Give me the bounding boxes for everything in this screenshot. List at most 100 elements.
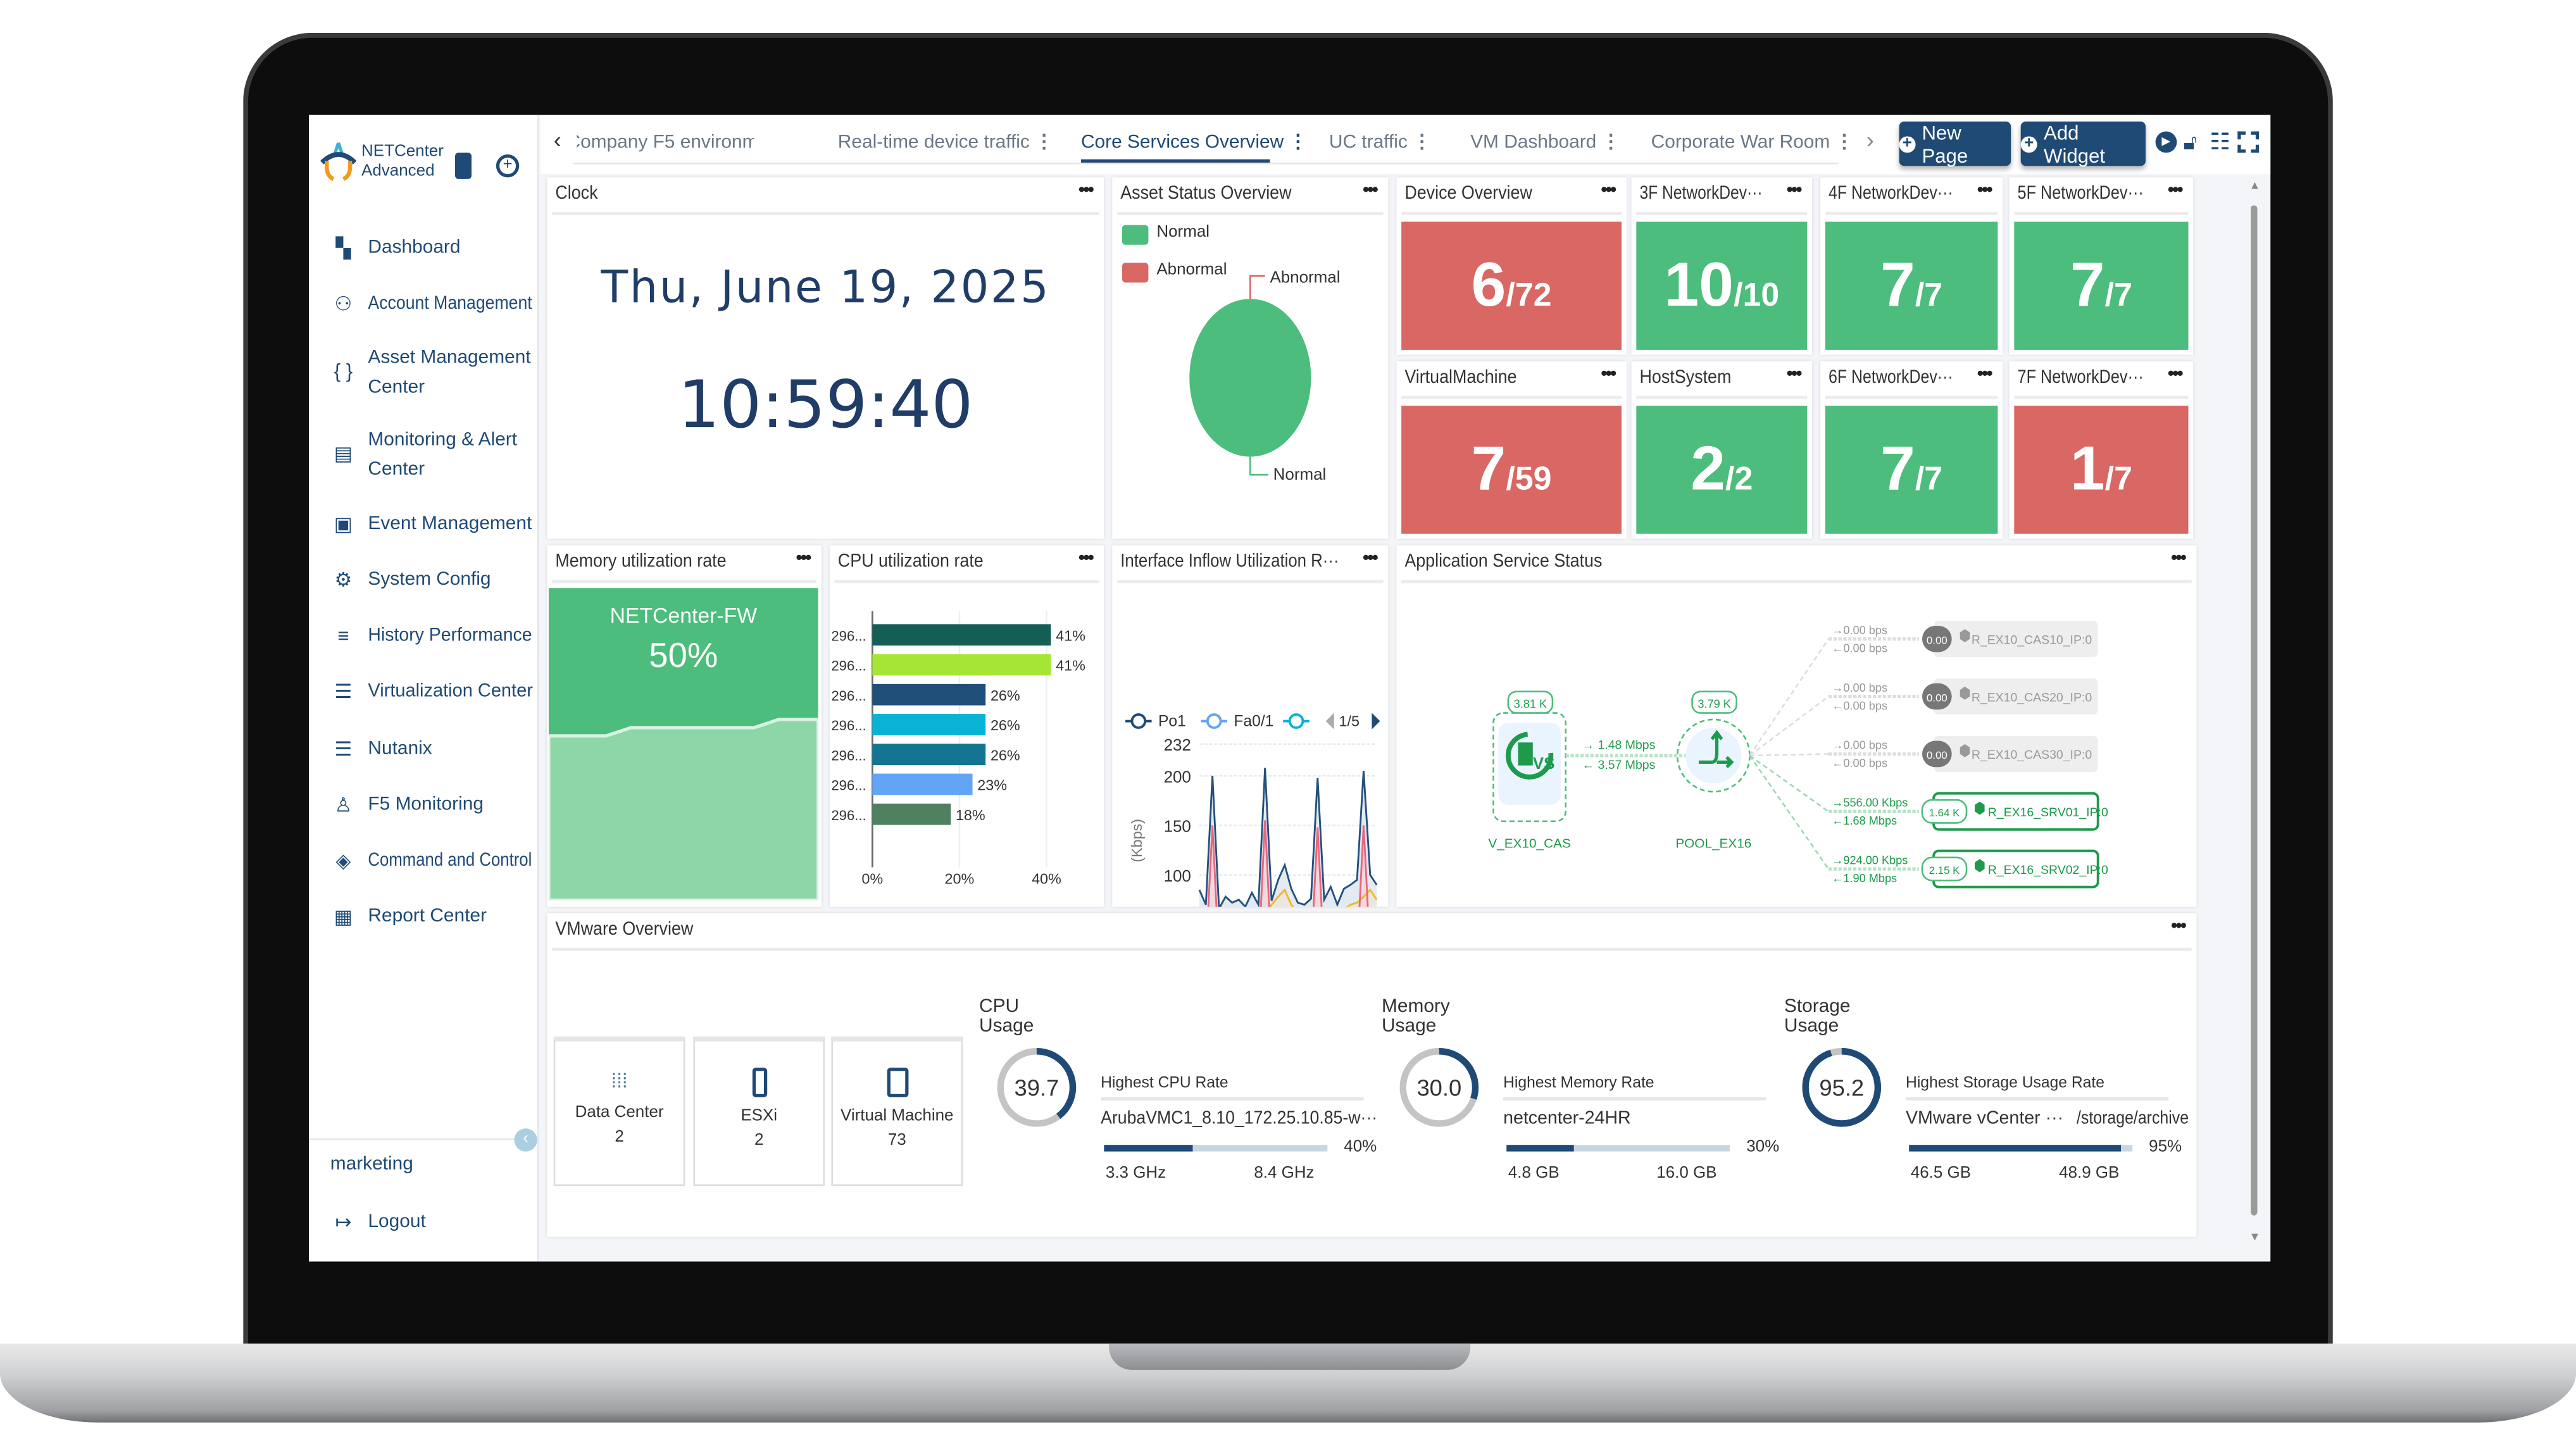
device-tile[interactable]: 4F NetworkDev··· ••• 7 /7 [1820, 177, 2003, 355]
device-tile[interactable]: 6F NetworkDev··· ••• 7 /7 [1820, 361, 2003, 539]
sidebar-item-event-management[interactable]: ▣ Event Management [332, 509, 535, 539]
usage-total: 16.0 GB [1656, 1164, 1717, 1183]
sidebar-item-virtualization-center[interactable]: ☰ Virtualization Center [332, 676, 535, 706]
vm-count-virtual-machine[interactable]: Virtual Machine 73 [831, 1036, 963, 1187]
tab-uc-traffic[interactable]: UC traffic ⋮ [1329, 133, 1432, 153]
pool-member[interactable]: →924.00 Kbps ←1.90 Mbps 2.15 K R_EX16_SRV02… [1749, 755, 2108, 888]
device-tile[interactable]: HostSystem ••• 2 /2 [1631, 361, 1813, 539]
device-tile[interactable]: Device Overview ••• 6 /72 [1396, 177, 1627, 355]
vm-count-datacenter[interactable]: ⁞⁞⁞ Data Center 2 [553, 1036, 685, 1187]
usage-heading: Highest Memory Rate [1503, 1075, 1766, 1101]
category-label: 296... [831, 747, 866, 763]
tab-corporate-war-room[interactable]: Corporate War Room ⋮ [1651, 133, 1854, 153]
widget-menu-button[interactable]: ••• [2167, 365, 2184, 385]
category-label: 296... [831, 807, 866, 823]
widget-menu-button[interactable]: ••• [796, 548, 811, 569]
sidebar-item-nutanix[interactable]: ☰ Nutanix [332, 734, 535, 764]
pool-member[interactable]: →0.00 bps ←0.00 bps 0.00 R_EX10_CAS30_IP:0 [1749, 735, 2098, 772]
tab-realtime-traffic[interactable]: Real-time device traffic ⋮ [837, 133, 1054, 153]
widget-menu-button[interactable]: ••• [2171, 548, 2187, 569]
widget-menu-button[interactable]: ••• [1977, 365, 1993, 385]
tabs-next-arrow[interactable]: › [1866, 126, 1874, 153]
legend-abnormal[interactable]: Abnormal [1156, 261, 1227, 280]
logout-button[interactable]: ↦ Logout [332, 1207, 535, 1237]
sidebar-item-report-center[interactable]: ▦ Report Center [332, 902, 535, 932]
user-gear-icon: ⚇ [334, 292, 353, 316]
globe-icon[interactable]: + [496, 154, 520, 178]
notification-icon[interactable] [455, 153, 472, 179]
legend-marker[interactable] [1288, 713, 1304, 729]
usage-section-title: Storage Usage [1784, 997, 1851, 1037]
widget-menu-button[interactable]: ••• [1362, 180, 1379, 201]
tile-count: 7 /7 [1825, 406, 1998, 534]
fullscreen-icon[interactable] [2237, 131, 2260, 153]
pool-node[interactable]: 3.79 K POOL_EX16 [1675, 690, 1751, 851]
widget-menu-button[interactable]: ••• [2167, 180, 2184, 201]
sidebar-item-command-and-control[interactable]: ◈ Command and Control [332, 846, 535, 876]
pool-member[interactable]: →0.00 bps ←0.00 bps 0.00 R_EX10_CAS10_IP:0 [1749, 621, 2098, 756]
add-widget-button[interactable]: + Add Widget [2020, 121, 2146, 166]
member-badge: 1.64 K [1929, 807, 1960, 819]
widget-menu-button[interactable]: ••• [1078, 548, 1094, 569]
sidebar-item-dashboard[interactable]: ▚ Dashboard [332, 234, 535, 263]
sidebar-item-asset-management[interactable]: { } Asset Management Center [332, 344, 535, 402]
scrollbar[interactable]: ▲ ▼ [2249, 180, 2261, 1259]
widget-menu-button[interactable]: ••• [1078, 180, 1094, 201]
category-label: 296... [831, 718, 866, 733]
member-in-rate: ←1.68 Mbps [1832, 814, 1897, 827]
legend-marker[interactable] [1130, 713, 1147, 729]
tile-total: /7 [2104, 277, 2132, 313]
bar [872, 773, 973, 795]
device-tile[interactable]: 7F NetworkDev··· ••• 1 /7 [2009, 361, 2194, 539]
tab-core-services[interactable]: Core Services Overview ⋮ [1080, 133, 1308, 153]
cube-icon [1960, 629, 1970, 642]
widget-menu-button[interactable]: ••• [1601, 180, 1616, 201]
play-icon[interactable]: ▶ [2155, 131, 2177, 153]
settings-sliders-icon[interactable]: ☷ [2210, 128, 2230, 154]
widget-menu-button[interactable]: ••• [1786, 365, 1803, 385]
widget-menu-button[interactable]: ••• [2171, 916, 2187, 937]
new-page-button[interactable]: + New Page [1899, 121, 2011, 166]
sidebar-item-history-performance[interactable]: ≡ History Performance [332, 621, 535, 651]
vs-node[interactable]: VS 3.81 K V_EX10_CAS [1488, 690, 1571, 851]
report-icon: ▦ [334, 905, 353, 928]
callout-abnormal [1249, 275, 1265, 299]
member-name: R_EX10_CAS20_IP:0 [1972, 690, 2092, 704]
lock-icon[interactable]: 🔓︎ [2183, 130, 2198, 154]
widget-title: Clock [555, 184, 598, 204]
tab-vm-dashboard[interactable]: VM Dashboard ⋮ [1470, 133, 1620, 153]
pool-member[interactable]: →0.00 bps ←0.00 bps 0.00 R_EX10_CAS20_IP:0 [1749, 678, 2098, 757]
tabs-prev-arrow[interactable]: ‹ [553, 126, 561, 153]
pool-member[interactable]: →556.00 Kbps ←1.68 Mbps 1.64 K R_EX16_SRV01… [1749, 754, 2108, 831]
cube-icon [1960, 744, 1970, 757]
usage-used: 46.5 GB [1910, 1164, 1972, 1183]
sidebar-item-account-management[interactable]: ⚇ Account Management [332, 289, 535, 319]
sidebar-item-system-config[interactable]: ⚙ System Config [332, 565, 535, 595]
device-tile[interactable]: VirtualMachine ••• 7 /59 [1396, 361, 1627, 539]
scrollbar-thumb[interactable] [2251, 205, 2258, 1216]
scroll-up-arrow[interactable]: ▲ [2249, 180, 2261, 192]
widget-title: 7F NetworkDev··· [2017, 368, 2144, 388]
device-tile[interactable]: 5F NetworkDev··· ••• 7 /7 [2009, 177, 2194, 355]
usage-top-item: ArubaVMC1_8.10_172.25.10.85-w··· [1101, 1109, 1378, 1129]
widget-menu-button[interactable]: ••• [1362, 548, 1379, 569]
vm-count-esxi[interactable]: ESXi 2 [693, 1036, 825, 1187]
widget-menu-button[interactable]: ••• [1786, 180, 1803, 201]
collapse-sidebar-button[interactable]: ‹ [514, 1128, 537, 1152]
tab-company-f5[interactable]: Company F5 environment⋮ [577, 133, 754, 153]
device-tile[interactable]: 3F NetworkDev··· ••• 10 /10 [1631, 177, 1813, 355]
sidebar-item-label: Asset Management Center [368, 348, 531, 398]
tile-total: /59 [1506, 461, 1552, 497]
widget-menu-button[interactable]: ••• [1601, 365, 1616, 385]
sidebar-item-monitoring[interactable]: ▤ Monitoring & Alert Center [332, 425, 535, 484]
logo[interactable]: NETCenter Advanced [319, 140, 444, 190]
bar [872, 744, 986, 766]
sidebar-item-f5-monitoring[interactable]: ♙ F5 Monitoring [332, 790, 535, 820]
widget-title: Asset Status Overview [1120, 184, 1292, 204]
legend-prev-icon[interactable] [1325, 713, 1334, 730]
legend-normal[interactable]: Normal [1156, 223, 1210, 242]
legend-next-icon[interactable] [1372, 713, 1380, 730]
widget-menu-button[interactable]: ••• [1977, 180, 1993, 201]
legend-marker[interactable] [1206, 713, 1222, 729]
scroll-down-arrow[interactable]: ▼ [2249, 1231, 2261, 1243]
